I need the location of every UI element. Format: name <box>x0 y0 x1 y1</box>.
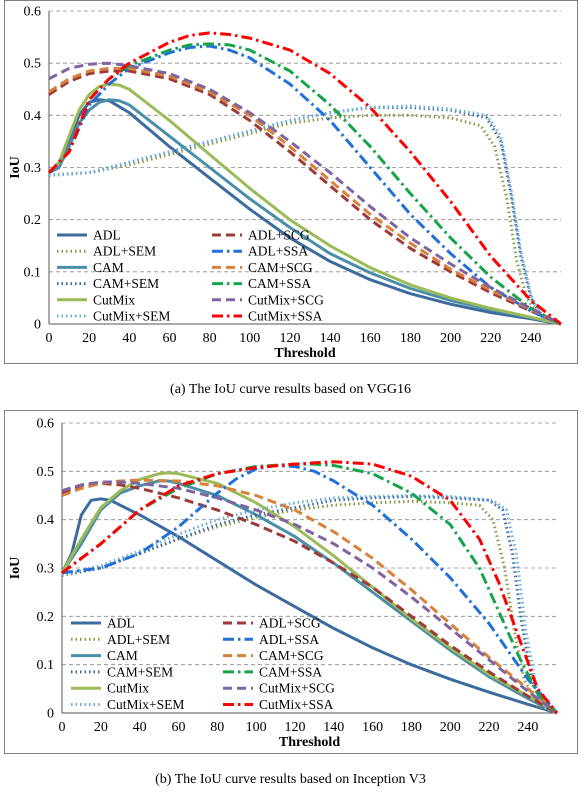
series-line-cutmix-scg <box>61 480 558 715</box>
chart-frame-a: 0 0.1 0.2 0.3 0.4 0.5 0.6 0 20 40 60 80 100 120 140 160… <box>4 0 578 364</box>
series-line-cutmix <box>47 82 562 326</box>
series-line-cutmix-ssa <box>47 31 562 326</box>
x-tick-label: 100 <box>246 720 267 735</box>
y-tick-label: 0.3 <box>24 161 42 176</box>
legend-label: CAM+SCG <box>248 260 313 275</box>
x-tick-label: 240 <box>520 331 541 346</box>
x-tick-label: 20 <box>82 331 96 346</box>
x-tick-label: 100 <box>239 331 260 346</box>
series-line-cutmix-scg <box>48 61 562 326</box>
x-tick-label: 220 <box>479 720 500 735</box>
x-tick-label: 0 <box>59 720 66 735</box>
x-axis-label: Threshold <box>279 735 340 750</box>
series-line-adl-ssa <box>61 464 559 714</box>
y-tick-label: 0.4 <box>37 513 55 528</box>
x-tick-label: 60 <box>171 720 185 735</box>
x-tick-label: 200 <box>440 720 461 735</box>
legend-label: CAM+SCG <box>259 648 324 663</box>
x-axis-label: Threshold <box>274 346 335 361</box>
legend-label: CAM <box>93 260 124 275</box>
x-tick-label: 160 <box>360 331 381 346</box>
legend-label: ADL <box>107 616 135 631</box>
series-line-adl <box>60 497 558 715</box>
series-line-cutmix-sem <box>61 494 558 715</box>
legend-label: CutMix+SSA <box>248 309 323 324</box>
y-axis-label: IoU <box>8 557 23 580</box>
legend-label: CAM+SSA <box>248 276 311 291</box>
series-line-cutmix-sem <box>48 104 562 326</box>
caption-a: (a) The IoU curve results based on VGG16 <box>170 382 411 397</box>
x-tick-label: 40 <box>133 720 147 735</box>
legend-label: CutMix <box>93 292 135 307</box>
y-tick-label: 0.5 <box>24 57 42 72</box>
legend-label: CAM+SEM <box>107 664 173 679</box>
x-tick-label: 140 <box>320 331 341 346</box>
x-tick-label: 80 <box>210 720 224 735</box>
x-tick-label: 200 <box>440 331 461 346</box>
legend-label: CAM+SSA <box>259 664 322 679</box>
legend-label: CutMix+SEM <box>93 309 170 324</box>
series-line-cam <box>60 479 558 715</box>
x-tick-label: 180 <box>400 331 421 346</box>
x-tick-label: 180 <box>401 720 422 735</box>
legend-label: CAM <box>107 648 138 663</box>
legend-label: CAM+SEM <box>93 276 159 291</box>
y-tick-label: 0.1 <box>24 265 42 280</box>
chart-a: 0 0.1 0.2 0.3 0.4 0.5 0.6 0 20 40 60 80 100 120 140 160… <box>8 5 562 361</box>
legend-label: ADL+SCG <box>259 616 321 631</box>
series-line-cam <box>48 98 562 326</box>
y-tick-label: 0.6 <box>37 417 55 432</box>
legend-label: CutMix+SCG <box>248 292 324 307</box>
chart-b: 0 0.1 0.2 0.3 0.4 0.5 0.6 0 20 40 60 80 100 120 140 160… <box>8 417 559 750</box>
y-tick-label: 0.3 <box>37 562 55 577</box>
x-tick-label: 120 <box>284 720 305 735</box>
x-tick-label: 40 <box>122 331 136 346</box>
x-tick-label: 140 <box>323 720 344 735</box>
legend-label: ADL+SEM <box>107 632 170 647</box>
y-tick-label: 0.4 <box>24 109 42 124</box>
series-line-adl-scg <box>61 481 558 715</box>
series-line-adl <box>48 98 562 326</box>
x-tick-label: 120 <box>279 331 300 346</box>
y-tick-label: 0 <box>47 707 54 722</box>
legend-label: ADL+SSA <box>248 244 308 259</box>
x-tick-label: 20 <box>94 720 108 735</box>
y-tick-label: 0.2 <box>24 213 42 228</box>
caption-b: (b) The IoU curve results based on Incep… <box>155 772 426 787</box>
legend-label: CutMix <box>107 681 149 696</box>
y-tick-label: 0.6 <box>24 5 42 20</box>
panel-a: 0 0.1 0.2 0.3 0.4 0.5 0.6 0 20 40 60 80 100 120 140 160… <box>4 0 578 397</box>
series-line-cam-sem <box>61 495 558 715</box>
legend-label: CutMix+SEM <box>107 697 184 712</box>
chart-frame-b: 0 0.1 0.2 0.3 0.4 0.5 0.6 0 20 40 60 80 100 120 140 160… <box>4 410 578 754</box>
y-axis-label: IoU <box>8 156 23 179</box>
panel-b: 0 0.1 0.2 0.3 0.4 0.5 0.6 0 20 40 60 80 100 120 140 160… <box>0 410 581 793</box>
series-line-cutmix-ssa <box>61 460 559 714</box>
x-tick-label: 220 <box>480 331 501 346</box>
x-tick-label: 160 <box>362 720 383 735</box>
x-tick-label: 80 <box>203 331 217 346</box>
legend-label: CutMix+SSA <box>259 697 334 712</box>
y-tick-label: 0.2 <box>37 610 55 625</box>
series-line-adl-scg <box>48 69 562 326</box>
legend-label: ADL <box>93 228 121 243</box>
y-tick-label: 0 <box>34 318 41 333</box>
x-tick-label: 60 <box>162 331 176 346</box>
x-tick-label: 240 <box>517 720 538 735</box>
series-line-cam-scg <box>48 66 562 326</box>
series-line-adl-sem <box>48 113 562 326</box>
series-line-cutmix <box>60 471 558 715</box>
y-tick-label: 0.1 <box>37 658 55 673</box>
x-tick-label: 0 <box>46 331 53 346</box>
legend-label: ADL+SSA <box>259 632 319 647</box>
legend-label: ADL+SEM <box>93 244 156 259</box>
legend-label: ADL+SCG <box>248 228 310 243</box>
y-tick-label: 0.5 <box>37 465 55 480</box>
legend-label: CutMix+SCG <box>259 681 335 696</box>
